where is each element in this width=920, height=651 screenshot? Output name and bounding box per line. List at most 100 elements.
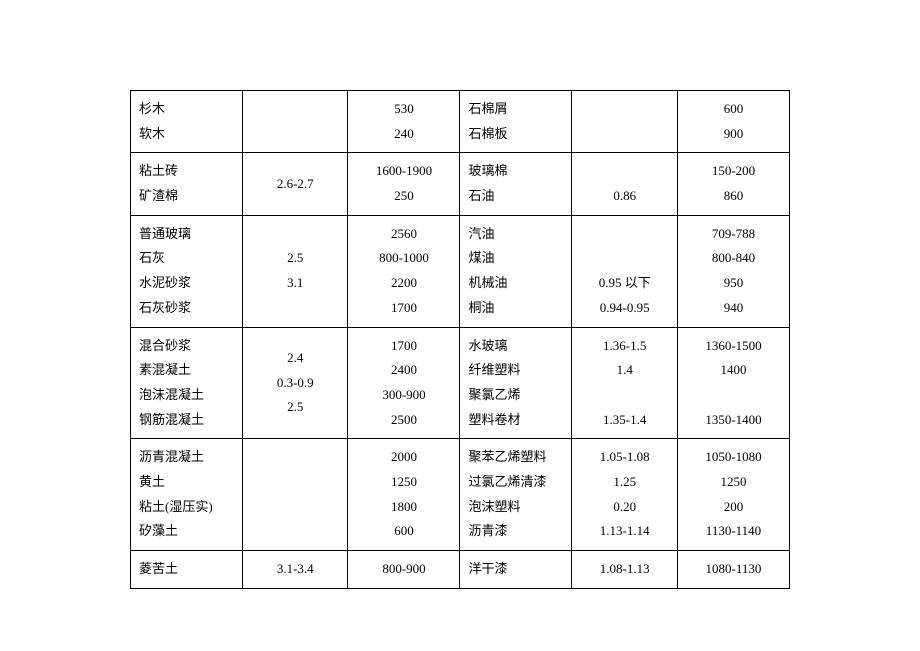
table-cell: 0.95 以下0.94-0.95: [572, 215, 677, 327]
table-cell: 1360-15001400 1350-1400: [677, 327, 789, 439]
cell-value: 菱苦土: [139, 557, 238, 582]
cell-value: 3.1-3.4: [247, 557, 343, 582]
cell-value: 汽油: [468, 222, 567, 247]
table-row: 沥青混凝土黄土粘土(湿压实)矽藻土 200012501800600聚苯乙烯塑料过…: [131, 439, 790, 551]
cell-value: 水玻璃: [468, 334, 567, 359]
cell-value: [576, 383, 672, 408]
table-cell: [243, 439, 348, 551]
cell-value: 1250: [682, 470, 785, 495]
table-row: 杉木软木 530240 石棉屑石棉板 600900: [131, 91, 790, 153]
table-cell: 混合砂浆素混凝土泡沫混凝土钢筋混凝土: [131, 327, 243, 439]
cell-value: 石油: [468, 184, 567, 209]
cell-value: 沥青混凝土: [139, 445, 238, 470]
cell-value: 矿渣棉: [139, 184, 238, 209]
cell-value: 1.13-1.14: [576, 519, 672, 544]
cell-value: [247, 519, 343, 544]
table-cell: 2560800-100022001700: [348, 215, 460, 327]
cell-value: [247, 222, 343, 247]
cell-value: 1080-1130: [682, 557, 785, 582]
table-cell: 1.36-1.51.4 1.35-1.4: [572, 327, 677, 439]
cell-value: 石棉屑: [468, 97, 567, 122]
cell-value: 1600-1900: [352, 159, 455, 184]
table-cell: 2.40.3-0.92.5: [243, 327, 348, 439]
cell-value: [576, 97, 672, 122]
cell-value: 普通玻璃: [139, 222, 238, 247]
cell-value: 洋干漆: [468, 557, 567, 582]
cell-value: 钢筋混凝土: [139, 408, 238, 433]
cell-value: 1400: [682, 358, 785, 383]
cell-value: 2.5: [247, 395, 343, 420]
cell-value: 1350-1400: [682, 408, 785, 433]
table-cell: 2.53.1: [243, 215, 348, 327]
cell-value: 1250: [352, 470, 455, 495]
cell-value: [576, 122, 672, 147]
cell-value: 桐油: [468, 296, 567, 321]
cell-value: 软木: [139, 122, 238, 147]
cell-value: [247, 97, 343, 122]
table-cell: 1050-108012502001130-1140: [677, 439, 789, 551]
cell-value: 530: [352, 97, 455, 122]
cell-value: 塑料卷材: [468, 408, 567, 433]
cell-value: 1.08-1.13: [576, 557, 672, 582]
cell-value: 0.20: [576, 495, 672, 520]
cell-value: [247, 470, 343, 495]
table-cell: 800-900: [348, 551, 460, 589]
cell-value: 杉木: [139, 97, 238, 122]
cell-value: [576, 222, 672, 247]
cell-value: 聚氯乙烯: [468, 383, 567, 408]
table-row: 菱苦土 3.1-3.4 800-900 洋干漆 1.08-1.13 1080-1130: [131, 551, 790, 589]
cell-value: 250: [352, 184, 455, 209]
cell-value: 1.4: [576, 358, 672, 383]
cell-value: 2.5: [247, 246, 343, 271]
table-cell: 600900: [677, 91, 789, 153]
cell-value: 素混凝土: [139, 358, 238, 383]
table-row: 普通玻璃石灰水泥砂浆石灰砂浆 2.53.1 2560800-1000220017…: [131, 215, 790, 327]
cell-value: [247, 122, 343, 147]
cell-value: 0.95 以下: [576, 271, 672, 296]
cell-value: 机械油: [468, 271, 567, 296]
table-row: 混合砂浆素混凝土泡沫混凝土钢筋混凝土2.40.3-0.92.5170024003…: [131, 327, 790, 439]
table-cell: [243, 91, 348, 153]
cell-value: 200: [682, 495, 785, 520]
cell-value: 800-900: [352, 557, 455, 582]
cell-value: 过氯乙烯清漆: [468, 470, 567, 495]
cell-value: 沥青漆: [468, 519, 567, 544]
cell-value: 黄土: [139, 470, 238, 495]
table-cell: 聚苯乙烯塑料过氯乙烯清漆泡沫塑料沥青漆: [460, 439, 572, 551]
cell-value: 1130-1140: [682, 519, 785, 544]
cell-value: 0.94-0.95: [576, 296, 672, 321]
cell-value: 1050-1080: [682, 445, 785, 470]
cell-value: 240: [352, 122, 455, 147]
cell-value: [682, 383, 785, 408]
table-cell: [572, 91, 677, 153]
table-cell: 1.08-1.13: [572, 551, 677, 589]
table-cell: 709-788800-840950940: [677, 215, 789, 327]
cell-value: 1700: [352, 296, 455, 321]
cell-value: 1.35-1.4: [576, 408, 672, 433]
cell-value: 709-788: [682, 222, 785, 247]
cell-value: [247, 495, 343, 520]
cell-value: 1.25: [576, 470, 672, 495]
cell-value: [247, 445, 343, 470]
material-density-table: 杉木软木 530240石棉屑石棉板 600900粘土砖矿渣棉2.6-2.7160…: [130, 90, 790, 589]
cell-value: 2400: [352, 358, 455, 383]
cell-value: 矽藻土: [139, 519, 238, 544]
cell-value: 石棉板: [468, 122, 567, 147]
table-cell: 1.05-1.081.250.201.13-1.14: [572, 439, 677, 551]
cell-value: 300-900: [352, 383, 455, 408]
cell-value: 3.1: [247, 271, 343, 296]
cell-value: 2200: [352, 271, 455, 296]
table-cell: 0.86: [572, 153, 677, 215]
table-cell: 水玻璃纤维塑料聚氯乙烯塑料卷材: [460, 327, 572, 439]
cell-value: 940: [682, 296, 785, 321]
table-cell: 200012501800600: [348, 439, 460, 551]
page: 杉木软木 530240石棉屑石棉板 600900粘土砖矿渣棉2.6-2.7160…: [0, 0, 920, 651]
table-cell: 玻璃棉石油: [460, 153, 572, 215]
cell-value: 900: [682, 122, 785, 147]
table-cell: 17002400300-9002500: [348, 327, 460, 439]
table-cell: 洋干漆: [460, 551, 572, 589]
table-cell: 1600-1900250: [348, 153, 460, 215]
table-cell: 杉木软木: [131, 91, 243, 153]
cell-value: 800-1000: [352, 246, 455, 271]
cell-value: 1.36-1.5: [576, 334, 672, 359]
